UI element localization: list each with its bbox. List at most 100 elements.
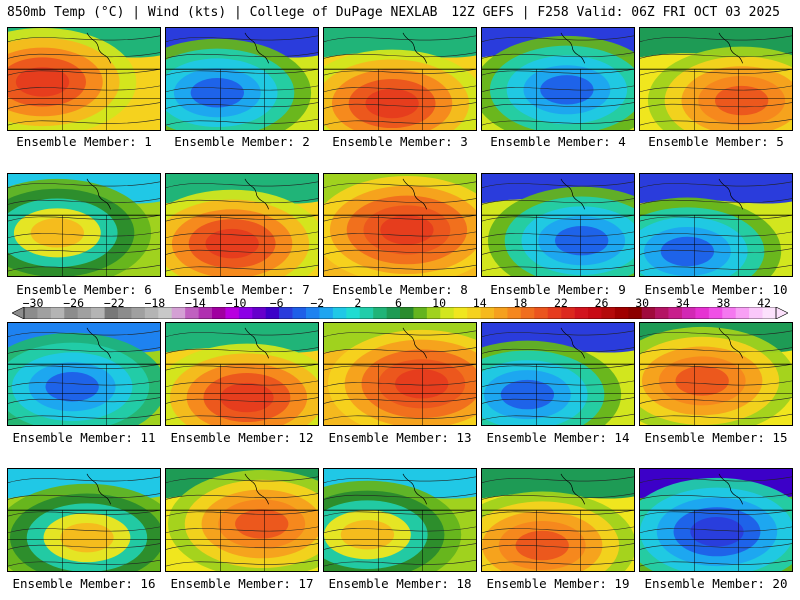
colorbar-swatch [225,307,240,319]
colorbar-tick-label: 22 [554,296,568,310]
ensemble-member-map [481,468,635,572]
colorbar-swatch [467,307,481,319]
ensemble-member-label: Ensemble Member: 15 [644,430,788,445]
colorbar-swatch [118,307,132,319]
colorbar-swatch [655,307,669,319]
colorbar-swatch [198,307,213,319]
ensemble-member-label: Ensemble Member: 13 [328,430,472,445]
temperature-field [324,174,476,276]
ensemble-member-map [7,322,161,426]
colorbar-swatch [628,307,643,319]
colorbar-swatch [641,307,656,319]
colorbar-swatch [453,307,468,319]
colorbar-swatch [735,307,750,319]
temperature-field [324,28,476,130]
ensemble-member-map [639,27,793,131]
colorbar-swatch [480,307,495,319]
colorbar-swatch [306,307,320,319]
ensemble-member-label: Ensemble Member: 5 [648,134,784,149]
colorbar-tick-label: −10 [225,296,247,310]
ensemble-member-map [323,173,477,277]
ensemble-member-map [639,468,793,572]
colorbar-tick-label: 10 [432,296,447,310]
ensemble-member-label: Ensemble Member: 6 [16,282,152,297]
ensemble-member-label: Ensemble Member: 10 [644,282,788,297]
temperature-field [482,28,634,130]
colorbar-swatch [708,307,723,319]
ensemble-member-label: Ensemble Member: 16 [12,576,156,591]
colorbar-swatch [77,307,92,319]
ensemble-member-map [165,322,319,426]
colorbar-swatch [158,307,173,319]
colorbar-swatch [386,307,401,319]
colorbar-swatch [359,307,374,319]
ensemble-member-label: Ensemble Member: 14 [486,430,630,445]
temperature-field [8,469,160,571]
ensemble-member-map [481,27,635,131]
ensemble-member-map [7,27,161,131]
ensemble-member-map [7,468,161,572]
colorbar-tick-label: −30 [22,296,44,310]
colorbar-swatch [547,307,562,319]
colorbar-swatch [426,307,441,319]
colorbar-swatch [185,307,199,319]
colorbar-swatch [265,307,280,319]
header-title-right: 12Z GEFS | F258 Valid: 06Z FRI OCT 03 20… [451,5,780,20]
temperature-field [166,174,318,276]
colorbar-swatch [292,307,307,319]
colorbar-swatch [588,307,602,319]
ensemble-member-map [323,322,477,426]
temperature-field [166,28,318,130]
colorbar-tick-label: −18 [144,296,166,310]
colorbar-swatch [279,307,293,319]
colorbar-tick-label: 34 [675,296,690,310]
temperature-field [324,323,476,425]
ensemble-member-label: Ensemble Member: 2 [174,134,310,149]
colorbar-swatch [413,307,428,319]
ensemble-member-label: Ensemble Member: 7 [174,282,310,297]
colorbar-tick-label: −14 [185,296,206,310]
colorbar-swatch [682,307,696,319]
temperature-field [166,323,318,425]
colorbar-swatch [144,307,159,319]
ensemble-member-label: Ensemble Member: 17 [170,576,314,591]
ensemble-member-label: Ensemble Member: 8 [332,282,468,297]
colorbar-tick-label: −2 [310,296,325,310]
ensemble-member-map [165,27,319,131]
colorbar-swatch [24,307,38,319]
header-title-left: 850mb Temp (°C) | Wind (kts) | College o… [7,5,438,20]
ensemble-member-label: Ensemble Member: 11 [12,430,156,445]
temperature-field [8,28,160,130]
temperature-field [640,28,792,130]
colorbar-tick-label: 14 [472,296,487,310]
colorbar-swatch [50,307,65,319]
colorbar-tick-label: −22 [103,296,125,310]
ensemble-member-label: Ensemble Member: 19 [486,576,630,591]
colorbar-swatch [373,307,387,319]
temperature-field [482,323,634,425]
ensemble-member-map [323,27,477,131]
ensemble-member-label: Ensemble Member: 12 [170,430,314,445]
colorbar-tick-label: 2 [354,296,362,310]
colorbar-swatch [238,307,253,319]
colorbar-swatch [749,307,763,319]
temperature-field [482,469,634,571]
colorbar-swatch [64,307,79,319]
temperature-colorbar [12,307,788,319]
ensemble-member-label: Ensemble Member: 20 [644,576,788,591]
colorbar-swatch [601,307,616,319]
colorbar-tick-label: 6 [395,296,402,310]
colorbar-swatch [171,307,186,319]
ensemble-member-map [165,173,319,277]
colorbar-swatch [494,307,508,319]
colorbar-swatch [400,307,414,319]
temperature-field [640,323,792,425]
temperature-field [640,469,792,571]
temperature-field [8,323,160,425]
ensemble-member-map [639,322,793,426]
colorbar-swatch [37,307,52,319]
temperature-field [166,469,318,571]
colorbar-swatch [722,307,737,319]
colorbar-swatch [212,307,226,319]
colorbar-swatch [346,307,361,319]
